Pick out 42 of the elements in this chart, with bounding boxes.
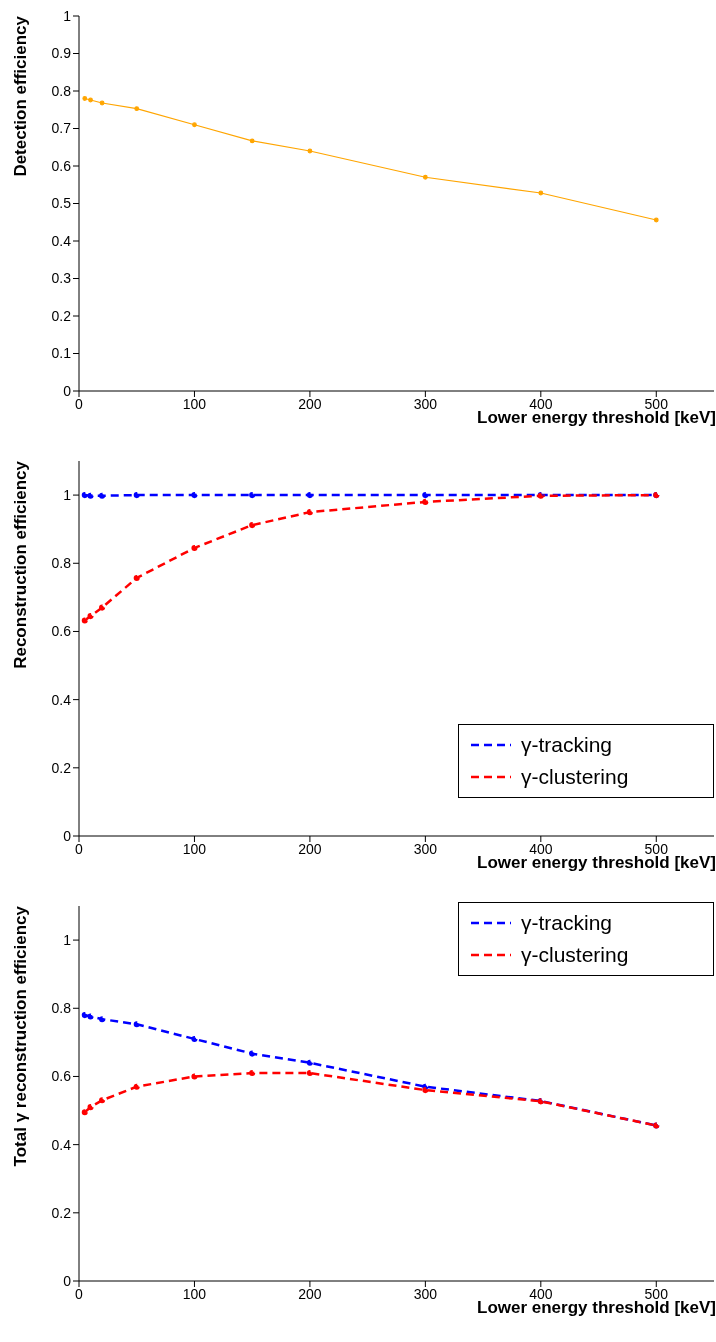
y-tick-label: 0.4 — [51, 691, 72, 708]
x-tick-label: 300 — [413, 395, 438, 412]
x-tick-label: 100 — [182, 1285, 207, 1302]
y-tick-label: 0.2 — [51, 759, 72, 776]
x-tick-label: 200 — [298, 395, 322, 412]
y-tick-label: 0.8 — [51, 555, 72, 572]
y-tick-label: 0.5 — [51, 195, 72, 212]
y-tick-label: 0.8 — [51, 1000, 72, 1017]
x-tick-label: 100 — [182, 840, 207, 857]
legend-label: γ-tracking — [521, 911, 613, 935]
x-tick-label: 300 — [413, 840, 438, 857]
y-tick-label: 0.6 — [51, 623, 72, 640]
y-tick-label: 0.4 — [51, 232, 72, 249]
y-tick-label: 0 — [63, 1272, 72, 1289]
y-tick-label: 0.1 — [51, 345, 72, 362]
y-tick-label: 0.2 — [51, 1204, 72, 1221]
y-tick-label: 0.8 — [51, 82, 72, 99]
x-tick-label: 300 — [413, 1285, 438, 1302]
y-tick-label: 1 — [63, 487, 72, 504]
y-tick-label: 0.7 — [51, 120, 72, 137]
y-tick-label: 0.4 — [51, 1136, 72, 1153]
legend-label: γ-tracking — [521, 733, 613, 757]
y-tick-label: 0.9 — [51, 45, 72, 62]
x-tick-label: 0 — [75, 1285, 84, 1302]
y-tick-label: 0.6 — [51, 1068, 72, 1085]
y-axis-title: Reconstruction efficiency — [11, 460, 30, 669]
y-tick-label: 0 — [63, 827, 72, 844]
y-tick-label: 0.6 — [51, 157, 72, 174]
legend-label: γ-clustering — [521, 765, 629, 789]
y-axis-title: Total γ reconstruction efficiency — [11, 905, 30, 1167]
x-tick-label: 0 — [75, 840, 84, 857]
x-tick-label: 200 — [298, 1285, 322, 1302]
y-tick-label: 0.2 — [51, 307, 72, 324]
x-tick-label: 200 — [298, 840, 322, 857]
legend-label: γ-clustering — [521, 943, 629, 967]
x-tick-label: 100 — [182, 395, 207, 412]
y-tick-label: 0 — [63, 382, 72, 399]
x-tick-label: 0 — [75, 395, 84, 412]
y-tick-label: 0.3 — [51, 270, 72, 287]
y-tick-label: 1 — [63, 932, 72, 949]
y-axis-title: Detection efficiency — [11, 15, 30, 177]
y-tick-label: 1 — [63, 7, 72, 24]
